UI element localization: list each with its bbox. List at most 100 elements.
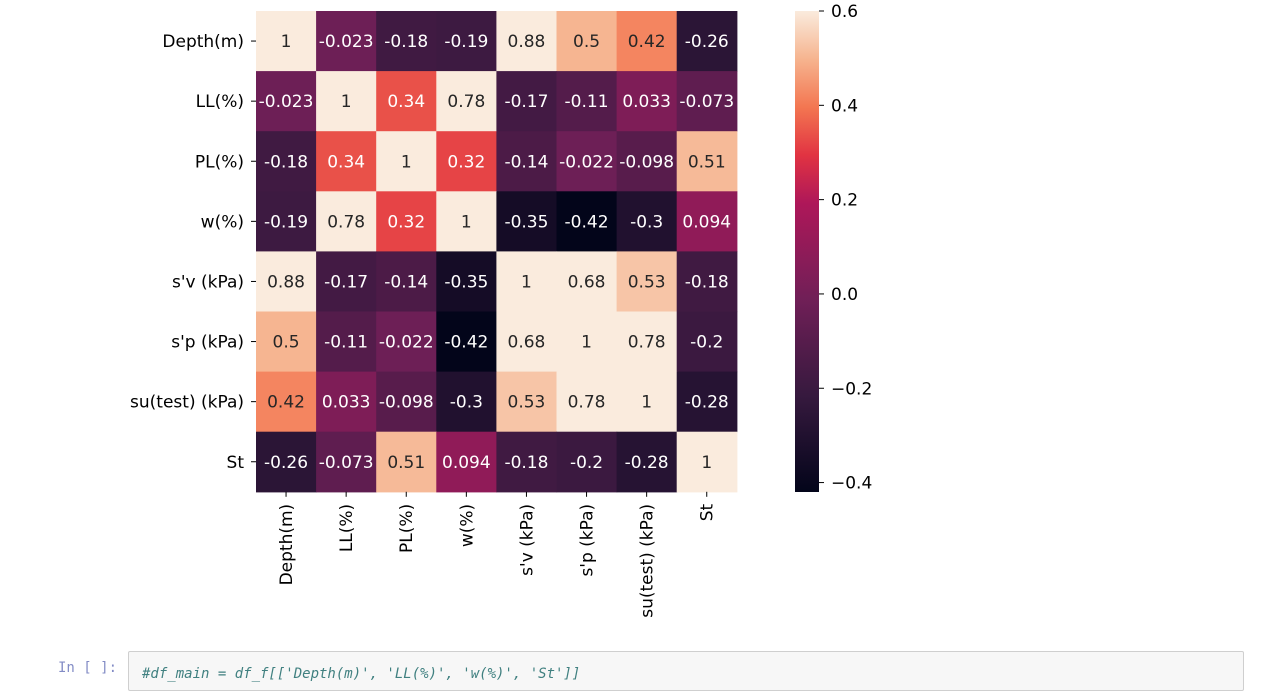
colorbar	[795, 11, 819, 492]
cell-annotation: -0.14	[384, 272, 428, 292]
heatmap-cell	[316, 131, 377, 192]
heatmap-cell	[496, 431, 558, 493]
heatmap-cell	[676, 191, 738, 252]
cell-annotation: -0.28	[625, 453, 669, 473]
cell-annotation: 0.32	[387, 212, 425, 232]
heatmap-cell	[376, 191, 437, 252]
heatmap-cell	[256, 371, 317, 433]
cell-annotation: -0.073	[679, 92, 734, 112]
heatmap-cell	[316, 431, 377, 493]
cell-annotation: -0.35	[504, 212, 548, 232]
heatmap-cell	[436, 191, 497, 252]
cell-annotation: 0.033	[322, 393, 371, 413]
colorbar-tick-label: −0.2	[831, 379, 872, 399]
x-tick-label-ll: LL(%)	[337, 504, 357, 552]
heatmap-cell	[496, 311, 558, 373]
heatmap-cell	[556, 71, 618, 132]
cell-annotation: -0.18	[384, 32, 428, 52]
cell-annotation: 0.78	[628, 333, 666, 353]
cell-annotation: 1	[521, 272, 532, 292]
heatmap-cell	[556, 431, 618, 493]
heatmap-cell	[616, 131, 678, 192]
heatmap-cell	[496, 371, 558, 433]
cell-annotation: -0.42	[444, 333, 488, 353]
heatmap-cell	[376, 11, 437, 72]
heatmap-cell	[376, 431, 437, 493]
heatmap-cell	[376, 131, 437, 192]
cell-annotation: 1	[401, 152, 412, 172]
cell-annotation: -0.3	[450, 393, 483, 413]
cell-annotation: 1	[701, 453, 712, 473]
cell-annotation: 1	[641, 393, 652, 413]
heatmap-cell	[256, 251, 317, 313]
colorbar-tick-label: −0.4	[831, 474, 872, 494]
heatmap-cell	[556, 371, 618, 433]
cell-annotation: -0.098	[379, 393, 434, 413]
heatmap-cell	[496, 191, 558, 252]
cell-annotation: -0.17	[504, 92, 548, 112]
cell-annotation: -0.11	[324, 333, 368, 353]
cell-annotation: 0.88	[508, 32, 546, 52]
cell-annotation: -0.3	[630, 212, 663, 232]
cell-annotation: 0.68	[508, 333, 546, 353]
cell-annotation: 0.033	[622, 92, 671, 112]
cell-annotation: 0.68	[568, 272, 606, 292]
heatmap-cell	[316, 311, 377, 373]
cell-annotation: 0.5	[573, 32, 600, 52]
x-tick-label-s-p-kpa: s'p (kPa)	[578, 504, 598, 577]
heatmap-cell	[676, 71, 738, 132]
heatmap-cell	[616, 71, 678, 132]
cell-annotation: -0.19	[264, 212, 308, 232]
heatmap-cell	[436, 11, 497, 72]
cell-annotation: -0.18	[504, 453, 548, 473]
heatmap-cell	[376, 311, 437, 373]
cell-annotation: 0.53	[628, 272, 666, 292]
x-tick-label-depth-m: Depth(m)	[277, 504, 297, 586]
x-tick-label-pl: PL(%)	[397, 504, 417, 553]
cell-annotation: 1	[281, 32, 292, 52]
heatmap-cell	[316, 71, 377, 132]
next-cell-prompt: In [ ]:	[58, 660, 118, 676]
cell-annotation: -0.022	[559, 152, 614, 172]
heatmap-cell	[376, 371, 437, 433]
heatmap-cell	[556, 131, 618, 192]
x-tick-label-su-test-kpa: su(test) (kPa)	[638, 504, 658, 618]
cell-annotation: -0.073	[319, 453, 374, 473]
heatmap-cell	[496, 71, 558, 132]
cell-annotation: -0.2	[570, 453, 603, 473]
cell-annotation: 0.78	[568, 393, 606, 413]
cell-annotation: 0.32	[447, 152, 485, 172]
heatmap-cell	[616, 431, 678, 493]
heatmap-cell	[316, 191, 377, 252]
cell-annotation: 0.88	[267, 272, 305, 292]
heatmap-cell	[616, 371, 678, 433]
heatmap-cell	[496, 251, 558, 313]
heatmap-cell	[256, 11, 317, 72]
cell-annotation: 1	[341, 92, 352, 112]
heatmap-cell	[556, 11, 618, 72]
heatmap-cell	[436, 131, 497, 192]
heatmap-cell	[496, 11, 558, 72]
heatmap-cell	[556, 251, 618, 313]
code-cell-text[interactable]: #df_main = df_f[['Depth(m)', 'LL(%)', 'w…	[142, 666, 581, 682]
x-tick-label-s-v-kpa: s'v (kPa)	[517, 504, 537, 576]
code-cell-input[interactable]: #df_main = df_f[['Depth(m)', 'LL(%)', 'w…	[128, 651, 1244, 691]
heatmap-cell	[436, 311, 497, 373]
cell-annotation: -0.42	[565, 212, 609, 232]
cell-annotation: 0.34	[387, 92, 425, 112]
cell-annotation: -0.023	[319, 32, 374, 52]
x-tick-label-w: w(%)	[457, 504, 477, 547]
heatmap-cell	[616, 251, 678, 313]
y-tick-label-st: St	[227, 453, 245, 473]
cell-annotation: -0.19	[444, 32, 488, 52]
heatmap-cell	[676, 431, 738, 493]
x-tick-label-st: St	[698, 503, 718, 521]
y-tick-label-s-v-kpa: s'v (kPa)	[172, 272, 244, 292]
cell-annotation: -0.023	[259, 92, 314, 112]
y-tick-label-pl: PL(%)	[195, 152, 244, 172]
heatmap-cell	[496, 131, 558, 192]
cell-annotation: 0.51	[688, 152, 726, 172]
colorbar-tick-label: 0.2	[831, 191, 858, 211]
heatmap-cell	[256, 71, 317, 132]
